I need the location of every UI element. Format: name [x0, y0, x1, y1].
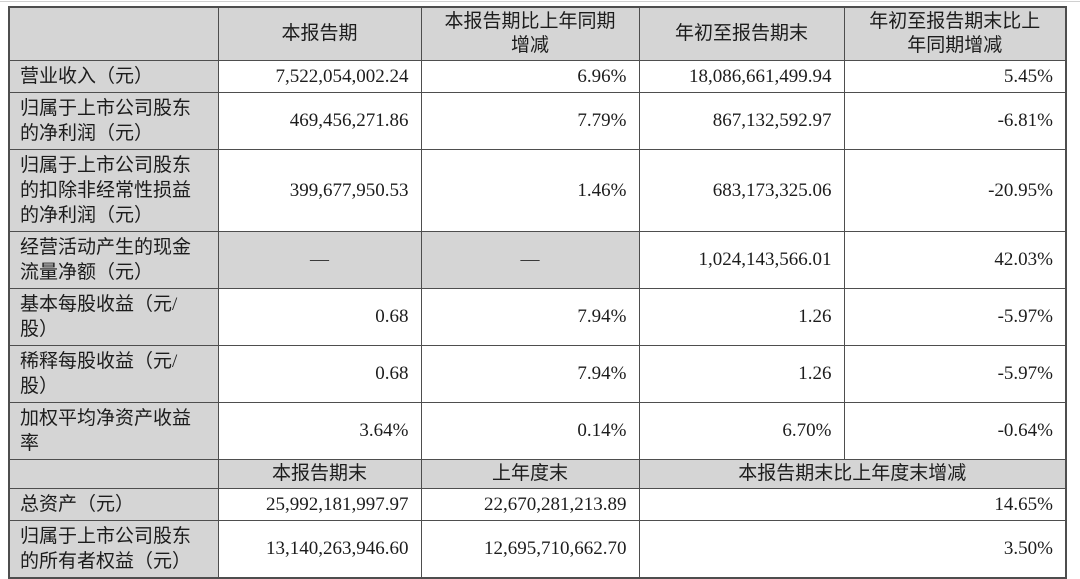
table-header-row: 本报告期 本报告期比上年同期 增减 年初至报告期末 年初至报告期末比上 年同期增…: [8, 6, 1067, 61]
table-row-basic-eps: 基本每股收益（元/ 股） 0.68 7.94% 1.26 -5.97%: [8, 288, 1067, 346]
value-current-change: 1.46%: [420, 149, 640, 232]
header2-period-end-change: 本报告期末比上年度末增减: [638, 459, 1067, 489]
table-row-shareholders-equity: 归属于上市公司股东 的所有者权益（元） 13,140,263,946.60 12…: [8, 520, 1067, 579]
table-row-net-profit: 归属于上市公司股东 的净利润（元） 469,456,271.86 7.79% 8…: [8, 92, 1067, 150]
row-label: 归属于上市公司股东 的扣除非经常性损益 的净利润（元）: [8, 149, 219, 232]
financial-summary-table: 本报告期 本报告期比上年同期 增减 年初至报告期末 年初至报告期末比上 年同期增…: [8, 6, 1067, 579]
value-ytd-change: -20.95%: [843, 149, 1067, 232]
row-label: 基本每股收益（元/ 股）: [8, 288, 219, 346]
table-header2-row: 本报告期末 上年度末 本报告期末比上年度末增减: [8, 459, 1067, 489]
header-corner-cell: [8, 6, 219, 61]
value-current-change: 7.94%: [420, 288, 640, 346]
header2-corner-cell: [8, 459, 219, 489]
row-label: 营业收入（元）: [8, 60, 219, 93]
value-change: 14.65%: [638, 488, 1067, 521]
value-current-change-dash: —: [420, 231, 640, 289]
header-current-period: 本报告期: [217, 6, 422, 61]
row-label: 归属于上市公司股东 的所有者权益（元）: [8, 520, 219, 579]
value-ytd-change: -6.81%: [843, 92, 1067, 150]
header-current-period-change: 本报告期比上年同期 增减: [420, 6, 640, 61]
value-ytd: 18,086,661,499.94: [638, 60, 845, 93]
value-current-change: 7.79%: [420, 92, 640, 150]
table-row-diluted-eps: 稀释每股收益（元/ 股） 0.68 7.94% 1.26 -5.97%: [8, 345, 1067, 403]
page-top-divider: [0, 1, 1080, 2]
table-row-total-assets: 总资产（元） 25,992,181,997.97 22,670,281,213.…: [8, 488, 1067, 521]
value-ytd-change: 5.45%: [843, 60, 1067, 93]
value-current-change: 6.96%: [420, 60, 640, 93]
value-ytd-change: -5.97%: [843, 345, 1067, 403]
table-row-net-profit-excl-nonrecurring: 归属于上市公司股东 的扣除非经常性损益 的净利润（元） 399,677,950.…: [8, 149, 1067, 232]
value-current-change: 7.94%: [420, 345, 640, 403]
value-period-end: 25,992,181,997.97: [217, 488, 422, 521]
header-ytd-change: 年初至报告期末比上 年同期增减: [843, 6, 1067, 61]
value-ytd-change: -0.64%: [843, 402, 1067, 460]
value-current: 469,456,271.86: [217, 92, 422, 150]
value-current: 7,522,054,002.24: [217, 60, 422, 93]
table-row-operating-cash-flow: 经营活动产生的现金 流量净额（元） — — 1,024,143,566.01 4…: [8, 231, 1067, 289]
value-current: 3.64%: [217, 402, 422, 460]
value-ytd-change: 42.03%: [843, 231, 1067, 289]
value-current: 399,677,950.53: [217, 149, 422, 232]
value-current-change: 0.14%: [420, 402, 640, 460]
table-row-weighted-roe: 加权平均净资产收益 率 3.64% 0.14% 6.70% -0.64%: [8, 402, 1067, 460]
value-ytd: 683,173,325.06: [638, 149, 845, 232]
value-ytd: 1.26: [638, 288, 845, 346]
value-ytd: 1,024,143,566.01: [638, 231, 845, 289]
value-current: 0.68: [217, 345, 422, 403]
header-ytd: 年初至报告期末: [638, 6, 845, 61]
value-current: 0.68: [217, 288, 422, 346]
row-label: 稀释每股收益（元/ 股）: [8, 345, 219, 403]
value-ytd: 867,132,592.97: [638, 92, 845, 150]
value-ytd-change: -5.97%: [843, 288, 1067, 346]
header2-prev-year-end: 上年度末: [420, 459, 640, 489]
row-label: 总资产（元）: [8, 488, 219, 521]
row-label: 加权平均净资产收益 率: [8, 402, 219, 460]
header2-period-end: 本报告期末: [217, 459, 422, 489]
row-label: 归属于上市公司股东 的净利润（元）: [8, 92, 219, 150]
row-label: 经营活动产生的现金 流量净额（元）: [8, 231, 219, 289]
value-ytd: 6.70%: [638, 402, 845, 460]
value-ytd: 1.26: [638, 345, 845, 403]
value-change: 3.50%: [638, 520, 1067, 579]
table-row-revenue: 营业收入（元） 7,522,054,002.24 6.96% 18,086,66…: [8, 60, 1067, 93]
value-period-end: 13,140,263,946.60: [217, 520, 422, 579]
value-prev-year-end: 22,670,281,213.89: [420, 488, 640, 521]
value-current-dash: —: [217, 231, 422, 289]
value-prev-year-end: 12,695,710,662.70: [420, 520, 640, 579]
